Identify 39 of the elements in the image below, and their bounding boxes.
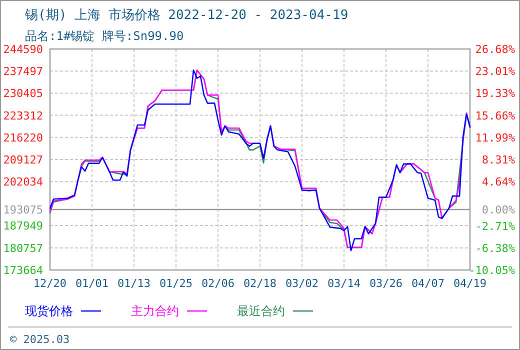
y2-tick-label: 19.33% [475, 87, 516, 100]
y2-tick-label: 15.66% [475, 109, 516, 122]
y-tick-label: 187949 [3, 219, 43, 232]
legend-label: 现货价格 [25, 304, 73, 318]
legend-label: 最近合约 [237, 304, 285, 318]
x-tick-label: 01/01 [75, 277, 109, 290]
y2-tick-label: 23.01% [475, 65, 516, 78]
text: © 2025.03 [10, 333, 70, 346]
y-tick-label: 223312 [3, 109, 43, 122]
x-tick-label: 04/07 [411, 277, 445, 290]
y-tick-label: 209127 [3, 154, 43, 166]
y-tick-label: 180757 [3, 242, 43, 255]
chart-title: 锡(期) 上海 市场价格 2022-12-20 - 2023-04-19 [24, 8, 348, 23]
x-tick-label: 04/19 [453, 277, 487, 290]
y-tick-label: 244590 [3, 43, 43, 56]
x-tick-label: 03/02 [285, 277, 319, 290]
chart-subtitle: 品名:1#锡锭 牌号:Sn99.90 [25, 29, 184, 43]
y-tick-label: 237497 [3, 65, 43, 78]
y2-tick-label: -6.38% [475, 242, 516, 255]
x-tick-label: 03/26 [369, 277, 403, 290]
legend-label: 主力合约 [131, 304, 179, 318]
y2-tick-label: -2.71% [475, 220, 516, 233]
y2-tick-label: 0.00% [482, 204, 516, 217]
y-tick-label: 216220 [3, 131, 43, 144]
y-tick-label: 173664 [3, 264, 44, 277]
x-tick-label: 01/13 [117, 277, 151, 290]
y-tick-label: 202034 [3, 176, 44, 189]
y2-tick-label: 11.99% [475, 131, 516, 144]
y2-tick-label: 8.31% [482, 154, 516, 167]
x-tick-label: 02/06 [201, 277, 235, 290]
y2-tick-label: 4.64% [482, 176, 516, 189]
y-tick-label: 230405 [3, 87, 43, 100]
x-tick-label: 03/14 [327, 277, 361, 290]
x-tick-label: 01/25 [159, 277, 193, 290]
x-tick-label: 12/20 [33, 277, 67, 290]
x-tick-label: 02/18 [243, 277, 277, 290]
y2-tick-label: -10.05% [468, 264, 516, 277]
y2-tick-label: 26.68% [475, 43, 516, 56]
y-tick-label: 193075 [3, 204, 43, 217]
